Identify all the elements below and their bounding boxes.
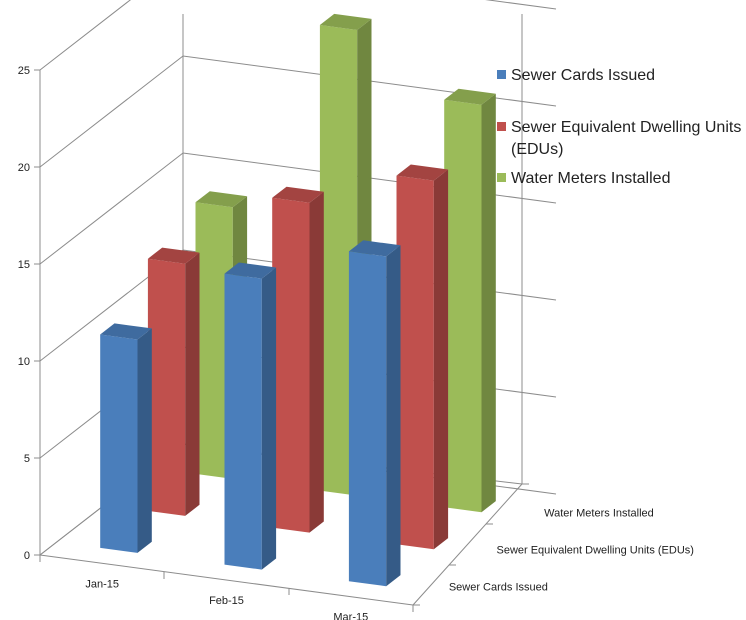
x-tick-labels: Jan-15 Feb-15 Mar-15 (85, 578, 368, 620)
gridline-20 (39, 55, 557, 168)
depth-axis-labels: Water Meters Installed Sewer Equivalent D… (449, 508, 694, 594)
legend-swatch-sewer-cards (497, 70, 506, 79)
bar-sewer-equivalent-dwelling-units-edus-jan-15 (147, 247, 200, 516)
x-tick-label: Feb-15 (209, 595, 244, 607)
legend-label-sewer-edus-line2: (EDUs) (511, 141, 563, 158)
depth-label: Sewer Cards Issued (449, 582, 548, 594)
bar-sewer-cards-issued-mar-15 (348, 240, 401, 587)
legend-label-sewer-edus-line1: Sewer Equivalent Dwelling Units (511, 119, 741, 136)
y-tick-label: 15 (18, 259, 30, 271)
legend-label-water-meters: Water Meters Installed (511, 170, 670, 187)
bar-sewer-cards-issued-jan-15 (100, 323, 152, 553)
depth-label: Sewer Equivalent Dwelling Units (EDUs) (496, 545, 693, 557)
legend-label-sewer-cards: Sewer Cards Issued (511, 67, 655, 84)
y-tick-label: 10 (18, 356, 30, 368)
bar-sewer-equivalent-dwelling-units-edus-feb-15 (272, 186, 324, 533)
y-tick-label: 0 (24, 550, 30, 562)
bar-sewer-cards-issued-feb-15 (224, 262, 277, 570)
legend-swatch-sewer-edus (497, 122, 506, 131)
y-tick-labels: 0 5 10 15 20 25 (18, 65, 30, 562)
y-tick-label: 20 (18, 162, 30, 174)
floor-front-edge (39, 554, 414, 606)
gridline-25 (39, 0, 557, 71)
depth-label: Water Meters Installed (544, 508, 654, 520)
legend-swatch-water-meters (497, 173, 506, 182)
bar-sewer-equivalent-dwelling-units-edus-mar-15 (396, 164, 449, 550)
bars (100, 13, 496, 587)
floor-right-edge (412, 483, 523, 606)
bar-water-meters-installed-mar-15 (444, 88, 496, 513)
y-tick-label: 25 (18, 65, 30, 77)
y-tick-label: 5 (24, 453, 30, 465)
x-tick-label: Mar-15 (333, 612, 368, 620)
x-tick-label: Jan-15 (85, 578, 119, 590)
legend: Sewer Cards Issued Sewer Equivalent Dwel… (497, 67, 741, 187)
